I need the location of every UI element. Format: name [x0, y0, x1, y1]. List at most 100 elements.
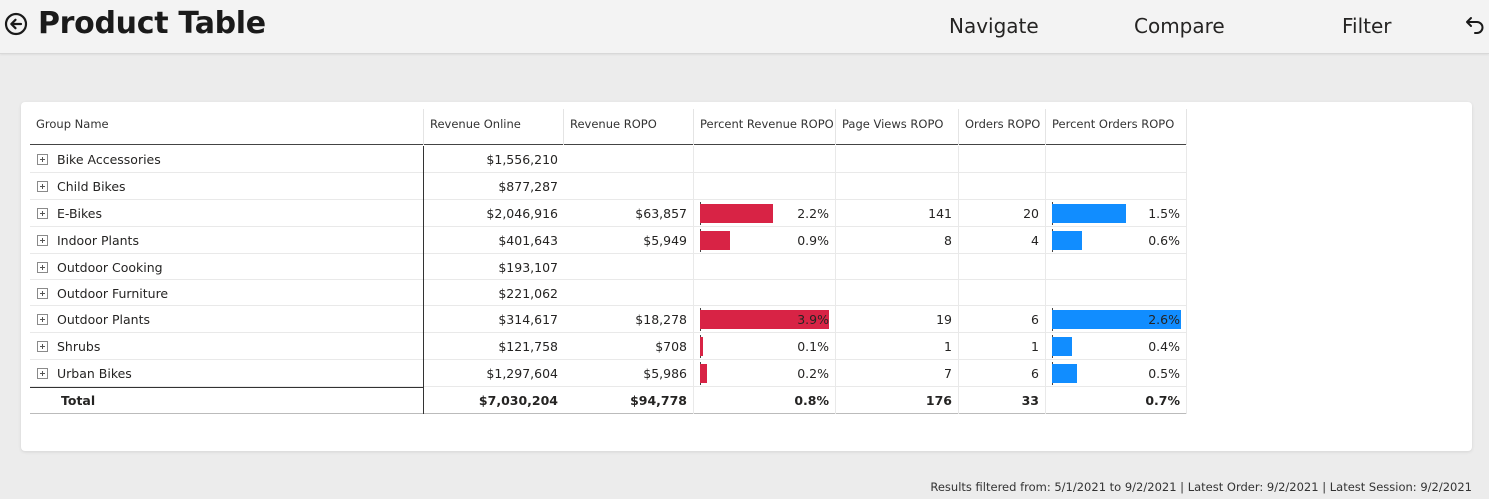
table-row[interactable]: Outdoor Plants $314,617 $18,278 3.9% 19 6 2.6%: [30, 306, 1187, 333]
table-header-row: Group Name Revenue Online Revenue ROPO P…: [30, 109, 1187, 145]
expand-plus-icon[interactable]: [37, 288, 48, 299]
revenue-ropo-cell: [564, 146, 694, 173]
undo-icon[interactable]: [1463, 12, 1487, 36]
orders-ropo-cell: [959, 146, 1046, 173]
group-name-cell[interactable]: Shrubs: [30, 333, 424, 360]
header-bar: Product Table Navigate Compare Filter: [0, 0, 1489, 54]
column-header-revenue-online[interactable]: Revenue Online: [424, 109, 564, 145]
revenue-ropo-cell: $708: [564, 333, 694, 360]
revenue-online-cell: $1,556,210: [486, 152, 558, 167]
table-row[interactable]: Urban Bikes $1,297,604 $5,986 0.2% 7 6 0.5%: [30, 360, 1187, 387]
percent-orders-bar: [1052, 204, 1126, 223]
expand-plus-icon[interactable]: [37, 154, 48, 165]
percent-orders-bar: [1052, 337, 1072, 356]
page-views-ropo-cell: 8: [836, 227, 959, 254]
column-header-percent-revenue-ropo[interactable]: Percent Revenue ROPO: [694, 109, 836, 145]
page-views-ropo-cell: 19: [836, 306, 959, 333]
percent-revenue-value: 3.9%: [797, 312, 829, 327]
expand-plus-icon[interactable]: [37, 341, 48, 352]
percent-orders-ropo-cell: [1046, 280, 1187, 307]
group-name-cell[interactable]: Outdoor Plants: [30, 306, 424, 333]
nav-navigate-button[interactable]: Navigate: [949, 14, 1039, 38]
group-name-label: Outdoor Furniture: [57, 286, 169, 301]
total-label-cell: Total: [30, 387, 424, 414]
percent-orders-ropo-cell: 0.4%: [1046, 333, 1187, 360]
table-row[interactable]: Indoor Plants $401,643 $5,949 0.9% 8 4 0.6%: [30, 227, 1187, 254]
page-views-ropo-cell: 7: [836, 360, 959, 387]
group-name-cell[interactable]: Outdoor Cooking: [30, 254, 424, 281]
nav-filter-button[interactable]: Filter: [1342, 14, 1392, 38]
revenue-ropo-cell: $5,949: [564, 227, 694, 254]
revenue-online-cell: $314,617: [498, 312, 558, 327]
revenue-ropo-cell: $18,278: [564, 306, 694, 333]
column-header-percent-orders-ropo[interactable]: Percent Orders ROPO: [1046, 109, 1187, 145]
column-header-orders-ropo[interactable]: Orders ROPO: [959, 109, 1046, 145]
table-row[interactable]: Outdoor Furniture $221,062: [30, 280, 1187, 307]
table-row[interactable]: Shrubs $121,758 $708 0.1% 1 1 0.4%: [30, 333, 1187, 360]
group-name-label: E-Bikes: [57, 206, 103, 221]
orders-ropo-cell: [959, 173, 1046, 200]
back-arrow-circle-icon[interactable]: [4, 12, 28, 36]
percent-revenue-ropo-cell: [694, 173, 836, 200]
expand-plus-icon[interactable]: [37, 314, 48, 325]
group-name-cell[interactable]: E-Bikes: [30, 200, 424, 227]
percent-revenue-bar: [700, 310, 829, 329]
table-row[interactable]: E-Bikes $2,046,916 $63,857 2.2% 141 20 1.5%: [30, 200, 1187, 227]
orders-ropo-cell: 1: [959, 333, 1046, 360]
percent-revenue-ropo-cell: [694, 280, 836, 307]
percent-orders-bar: [1052, 310, 1181, 329]
page-views-ropo-cell: 1: [836, 333, 959, 360]
group-name-cell[interactable]: Outdoor Furniture: [30, 280, 424, 307]
percent-revenue-value: 0.9%: [797, 233, 829, 248]
page-views-ropo-cell: 141: [836, 200, 959, 227]
revenue-ropo-cell: $63,857: [564, 200, 694, 227]
percent-orders-value: 0.4%: [1148, 339, 1180, 354]
revenue-online-cell: $193,107: [498, 260, 558, 275]
page-views-ropo-cell: [836, 254, 959, 281]
percent-orders-ropo-cell: [1046, 146, 1187, 173]
percent-revenue-bar: [700, 231, 730, 250]
table-row[interactable]: Child Bikes $877,287: [30, 173, 1187, 200]
orders-ropo-cell: 6: [959, 360, 1046, 387]
group-name-cell[interactable]: Child Bikes: [30, 173, 424, 200]
percent-revenue-bar: [700, 364, 707, 383]
percent-revenue-ropo-cell: [694, 146, 836, 173]
revenue-online-cell: $2,046,916: [486, 206, 558, 221]
percent-orders-ropo-cell: 1.5%: [1046, 200, 1187, 227]
percent-orders-ropo-cell: 0.6%: [1046, 227, 1187, 254]
revenue-online-cell: $401,643: [498, 233, 558, 248]
percent-revenue-value: 2.2%: [797, 206, 829, 221]
orders-ropo-cell: 4: [959, 227, 1046, 254]
group-name-label: Urban Bikes: [57, 366, 132, 381]
expand-plus-icon[interactable]: [37, 235, 48, 246]
total-revenue-ropo-cell: $94,778: [564, 387, 694, 414]
percent-revenue-ropo-cell: [694, 254, 836, 281]
total-orders-ropo-cell: 33: [959, 387, 1046, 414]
percent-orders-ropo-cell: [1046, 254, 1187, 281]
nav-compare-button[interactable]: Compare: [1134, 14, 1225, 38]
percent-revenue-ropo-cell: 2.2%: [694, 200, 836, 227]
column-header-revenue-ropo[interactable]: Revenue ROPO: [564, 109, 694, 145]
column-header-page-views-ropo[interactable]: Page Views ROPO: [836, 109, 959, 145]
page-views-ropo-cell: [836, 280, 959, 307]
group-name-label: Shrubs: [57, 339, 101, 354]
percent-revenue-ropo-cell: 0.9%: [694, 227, 836, 254]
group-name-cell[interactable]: Bike Accessories: [30, 146, 424, 173]
expand-plus-icon[interactable]: [37, 208, 48, 219]
group-name-cell[interactable]: Urban Bikes: [30, 360, 424, 387]
orders-ropo-cell: [959, 254, 1046, 281]
revenue-ropo-cell: [564, 254, 694, 281]
expand-plus-icon[interactable]: [37, 368, 48, 379]
percent-orders-ropo-cell: [1046, 173, 1187, 200]
percent-orders-value: 2.6%: [1148, 312, 1180, 327]
total-page-views-ropo-cell: 176: [836, 387, 959, 414]
column-header-group-name[interactable]: Group Name: [30, 109, 424, 145]
expand-plus-icon[interactable]: [37, 181, 48, 192]
revenue-online-cell: $221,062: [498, 286, 558, 301]
percent-revenue-value: 0.2%: [797, 366, 829, 381]
expand-plus-icon[interactable]: [37, 262, 48, 273]
total-percent-orders-ropo-cell: 0.7%: [1046, 387, 1187, 414]
group-name-cell[interactable]: Indoor Plants: [30, 227, 424, 254]
table-row[interactable]: Bike Accessories $1,556,210: [30, 146, 1187, 173]
table-row[interactable]: Outdoor Cooking $193,107: [30, 254, 1187, 281]
